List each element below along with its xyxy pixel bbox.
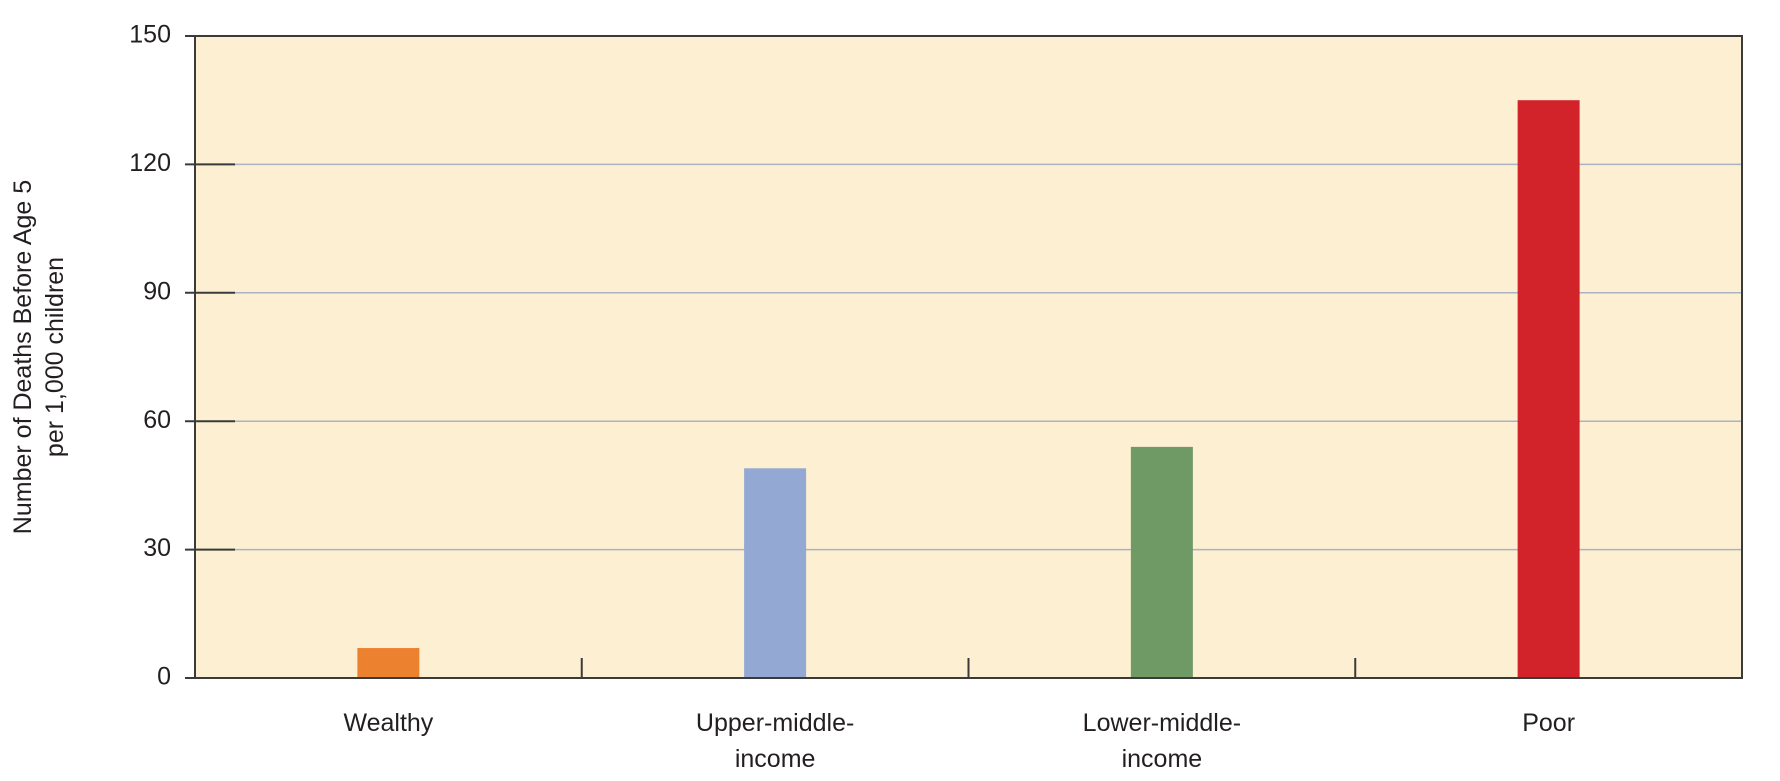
x-tick-label-line: Lower-middle- — [1083, 709, 1241, 737]
y-axis-label-line: Number of Deaths Before Age 5 — [9, 180, 37, 534]
plot-area — [195, 36, 1742, 678]
x-tick-label: Lower-middle-income — [1083, 709, 1241, 773]
x-tick-label-line: Wealthy — [343, 709, 433, 737]
x-tick-label-line: income — [1122, 745, 1203, 773]
y-tick-label: 30 — [143, 534, 171, 562]
y-tick-label: 150 — [129, 21, 171, 49]
y-axis-label-line: per 1,000 children — [41, 257, 69, 457]
x-tick-label-line: Poor — [1522, 709, 1575, 737]
plot-frame — [194, 35, 1743, 679]
x-tick-label-line: income — [735, 745, 816, 773]
y-tick-label: 60 — [143, 406, 171, 434]
bar — [1130, 446, 1193, 678]
y-tick-label: 90 — [143, 277, 171, 305]
x-tick-label: Wealthy — [343, 709, 433, 737]
y-tick-label: 120 — [129, 149, 171, 177]
y-axis-label: Number of Deaths Before Age 5 per 1,000 c… — [9, 180, 69, 534]
bar — [357, 648, 420, 678]
y-tick-label: 0 — [157, 663, 171, 691]
bar — [744, 468, 807, 678]
chart-layer: 0 30 60 90 120 150 Number of Deaths Before Age… — [9, 21, 1742, 773]
x-tick-label: Upper-middle-income — [696, 709, 854, 773]
x-tick-label-line: Upper-middle- — [696, 709, 854, 737]
x-tick-label: Poor — [1522, 709, 1575, 737]
bar — [1517, 100, 1580, 678]
